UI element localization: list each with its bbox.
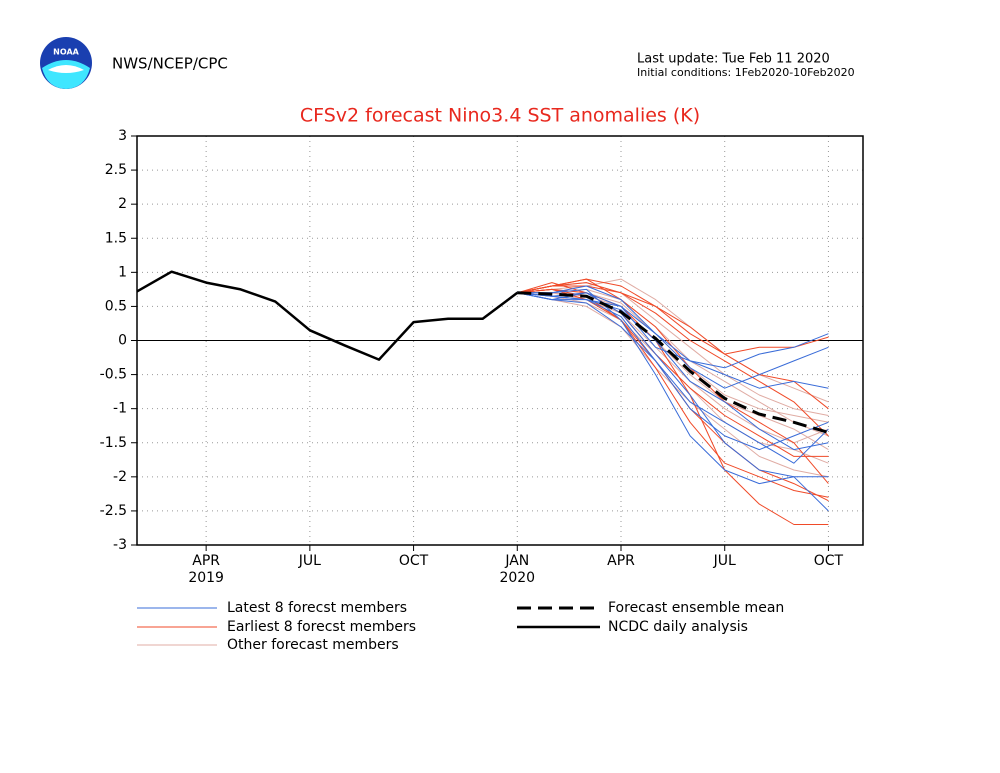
y-tick-label: -3 — [113, 537, 127, 553]
y-tick-label: 1.5 — [105, 230, 127, 246]
y-tick-label: -2.5 — [100, 503, 127, 519]
series-line — [517, 291, 829, 434]
y-tick-label: 0.5 — [105, 298, 127, 314]
member-line — [517, 288, 829, 457]
y-tick-label: 2 — [118, 196, 127, 212]
y-tick-label: 0 — [118, 333, 127, 349]
member-line — [517, 285, 829, 389]
logo-gull — [48, 65, 84, 73]
x-tick-label: APR — [607, 553, 635, 569]
y-tick-label: -2 — [113, 469, 127, 485]
member-line — [517, 292, 829, 464]
y-tick-label: -1 — [113, 401, 127, 417]
y-tick-label: 3 — [118, 128, 127, 144]
logo-text: NOAA — [53, 48, 79, 57]
y-tick-label: -1.5 — [100, 435, 127, 451]
member-line — [517, 285, 829, 410]
legend-label: Latest 8 forecst members — [227, 600, 407, 616]
x-tick-label: JUL — [298, 553, 321, 569]
member-line — [517, 292, 829, 451]
x-tick-label: OCT — [814, 553, 844, 569]
x-tick-label: OCT — [399, 553, 429, 569]
x-tick-label: JAN — [504, 553, 529, 569]
member-line — [517, 292, 829, 451]
member-line — [517, 278, 829, 355]
chart-title: CFSv2 forecast Nino3.4 SST anomalies (K) — [300, 105, 700, 127]
source: NWS/NCEP/CPC — [112, 55, 228, 73]
legend-label: Other forecast members — [227, 637, 399, 653]
y-tick-label: -0.5 — [100, 367, 127, 383]
legend-label: Earliest 8 forecst members — [227, 619, 416, 635]
x-tick-year: 2019 — [188, 570, 224, 586]
plot-frame — [136, 135, 864, 546]
legend-label: Forecast ensemble mean — [608, 600, 784, 616]
x-tick-label: APR — [192, 553, 220, 569]
logo-wave — [42, 60, 90, 89]
member-line — [517, 292, 829, 512]
y-tick-label: 1 — [118, 264, 127, 280]
member-line — [517, 288, 829, 485]
member-line — [517, 288, 829, 437]
x-tick-year: 2020 — [499, 570, 535, 586]
x-tick-label: JUL — [713, 553, 736, 569]
member-line — [517, 282, 829, 437]
noaa-logo: NOAA — [40, 37, 92, 89]
series-line — [136, 270, 519, 361]
y-tick-label: 2.5 — [105, 162, 127, 178]
legend-label: NCDC daily analysis — [608, 619, 748, 635]
last-update: Last update: Tue Feb 11 2020 — [637, 52, 830, 67]
initial-conditions: Initial conditions: 1Feb2020-10Feb2020 — [637, 66, 855, 79]
member-line — [517, 282, 829, 525]
